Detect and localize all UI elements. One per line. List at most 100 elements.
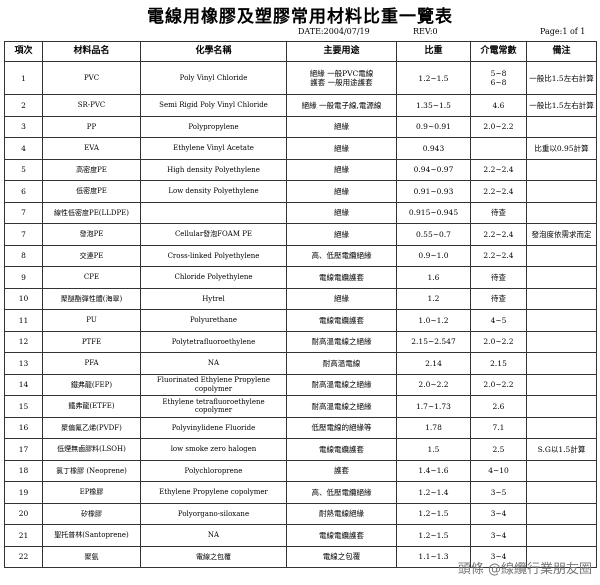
cell-name: PTFE — [42, 330, 141, 353]
cell-dk: 2.2~2.4 — [470, 244, 527, 267]
cell-line: 4.6 — [492, 100, 505, 110]
cell-name: PVC — [42, 61, 141, 95]
cell-name: PFA — [42, 352, 141, 375]
cell-chem: low smoke zero halogen — [140, 438, 287, 461]
cell-dk: 3~5 — [470, 481, 527, 504]
cell-sg: 2.14 — [396, 352, 471, 375]
cell-chem: Cross-linked Polyethylene — [140, 244, 287, 267]
cell-chem: NA — [140, 524, 287, 547]
cell-note: 發泡度依需求而定 — [526, 223, 597, 246]
cell-line: 2.0~2.2 — [483, 380, 514, 390]
cell-line: 4~5 — [490, 315, 507, 325]
cell-note: 一般比1.5左右計算 — [526, 94, 597, 117]
cell-no: 11 — [4, 309, 43, 332]
cell-chem: Ethylene Vinyl Acetate — [140, 137, 287, 160]
cell-use: 耐高溫電線之絕緣 — [286, 330, 397, 353]
cell-line: 電線電纜護套 — [319, 315, 364, 325]
cell-name: 聚偏氟乙烯(PVDF) — [42, 416, 141, 439]
cell-sg: 1.35~1.5 — [396, 94, 471, 117]
cell-line: 護套 — [334, 466, 349, 476]
cell-chem: Hytrel — [140, 287, 287, 310]
page-number: Page:1 of 1 — [540, 27, 586, 36]
cell-sg: 1.2~1.5 — [396, 61, 471, 95]
cell-use: 絕緣 — [286, 287, 397, 310]
cell-name: PU — [42, 309, 141, 332]
cell-line: 絕緣 一般PVC電線 — [309, 69, 374, 78]
table-row: 7 線性低密度PE(LLDPE) 絕緣 0.915~0.945 待查 — [4, 201, 597, 224]
cell-dk: 待查 — [470, 287, 527, 310]
cell-use: 耐高溫電線 — [286, 352, 397, 375]
cell-line: 耐高溫電線之絕緣 — [311, 337, 372, 347]
cell-use: 絕緣 — [286, 158, 397, 181]
cell-use: 低壓電線的絕緣等 — [286, 416, 397, 439]
table-row: 5 高密度PE High density Polyethylene 絕緣 0.94~0.… — [4, 158, 597, 181]
cell-name: PP — [42, 115, 141, 138]
cell-line: 2.6 — [492, 401, 505, 411]
cell-use: 電線電纜護套 — [286, 266, 397, 289]
empty-cell — [526, 115, 597, 138]
cell-chem: NA — [140, 352, 287, 375]
cell-no: 8 — [4, 244, 43, 267]
table-row: 20 矽橡膠 Polyorgano-siloxane 耐熱電線絕緣 1.2~1.5 3~4 — [4, 502, 597, 525]
cell-sg: 0.91~0.93 — [396, 180, 471, 203]
cell-name: 聚氨 — [42, 545, 141, 568]
table-row: 21 聖托普林(Santoprene) NA 電線電纜護套 1.2~1.5 3~4 — [4, 524, 597, 547]
cell-line: 3~4 — [490, 509, 507, 519]
cell-dk: 4~10 — [470, 459, 527, 482]
cell-use: 絕緣 — [286, 115, 397, 138]
cell-name: 鐵弗龍(ETFE) — [42, 395, 141, 418]
table-row: 7 發泡PE Cellular發泡FOAM PE 絕緣 0.55~0.7 2.2~2.4 發… — [4, 223, 597, 246]
table-row: 6 低密度PE Low density Polyethylene 絕緣 0.91~0.9… — [4, 180, 597, 203]
cell-name: EP橡膠 — [42, 481, 141, 504]
cell-line: 耐高溫電線之絕緣 — [311, 401, 372, 411]
cell-dk: 2.15 — [470, 352, 527, 375]
cell-use: 絕緣 — [286, 180, 397, 203]
empty-cell — [140, 201, 287, 224]
empty-cell — [526, 395, 597, 418]
cell-no: 1 — [4, 61, 43, 95]
cell-sg: 0.94~0.97 — [396, 158, 471, 181]
cell-no: 22 — [4, 545, 43, 568]
cell-dk: 3~4 — [470, 524, 527, 547]
column-header: 比重 — [396, 41, 471, 62]
cell-no: 16 — [4, 416, 43, 439]
table-row: 22 聚氨 電線之包覆 電線之包覆 1.1~1.3 3~4 — [4, 545, 597, 568]
cell-no: 13 — [4, 352, 43, 375]
empty-cell — [526, 330, 597, 353]
cell-sg: 1.0~1.2 — [396, 309, 471, 332]
table-row: 16 聚偏氟乙烯(PVDF) Polyvinylidene Fluoride 低壓電線… — [4, 416, 597, 439]
empty-cell — [526, 158, 597, 181]
cell-line: 5~8 — [490, 69, 507, 78]
cell-name: 高密度PE — [42, 158, 141, 181]
cell-name: 鐵弗龍(FEP) — [42, 373, 141, 396]
revision: REV:0 — [413, 27, 438, 36]
cell-no: 15 — [4, 395, 43, 418]
title: 電線用橡膠及塑膠常用材料比重一覽表 — [147, 7, 453, 27]
cell-sg: 1.2~1.5 — [396, 502, 471, 525]
cell-line: 2.5 — [492, 444, 505, 454]
cell-dk: 2.2~2.4 — [470, 180, 527, 203]
cell-sg: 1.2 — [396, 287, 471, 310]
cell-use: 護套 — [286, 459, 397, 482]
column-header: 主要用途 — [286, 41, 397, 62]
cell-use: 電線電纜護套 — [286, 524, 397, 547]
cell-sg: 1.4~1.6 — [396, 459, 471, 482]
empty-cell — [526, 266, 597, 289]
cell-use: 高、低壓電纜絕緣 — [286, 244, 397, 267]
cell-note: S.G以1.5計算 — [526, 438, 597, 461]
empty-cell — [526, 352, 597, 375]
cell-line: 絕緣 — [334, 294, 349, 304]
cell-no: 12 — [4, 330, 43, 353]
cell-no: 10 — [4, 287, 43, 310]
cell-sg: 1.78 — [396, 416, 471, 439]
cell-use: 耐熱電線絕緣 — [286, 502, 397, 525]
table-row: 18 氯丁橡膠 (Neoprene) Polychloroprene 護套 1.4~1.… — [4, 459, 597, 482]
cell-sg: 0.943 — [396, 137, 471, 160]
cell-line: 耐高溫電線 — [322, 358, 361, 368]
column-header: 備注 — [526, 41, 597, 62]
cell-chem: Polytetrafluoroethylene — [140, 330, 287, 353]
cell-line: 待查 — [491, 272, 506, 282]
cell-line: 絕緣 — [334, 208, 349, 218]
cell-sg: 0.915~0.945 — [396, 201, 471, 224]
cell-line: 高、低壓電纜絕緣 — [311, 487, 372, 497]
